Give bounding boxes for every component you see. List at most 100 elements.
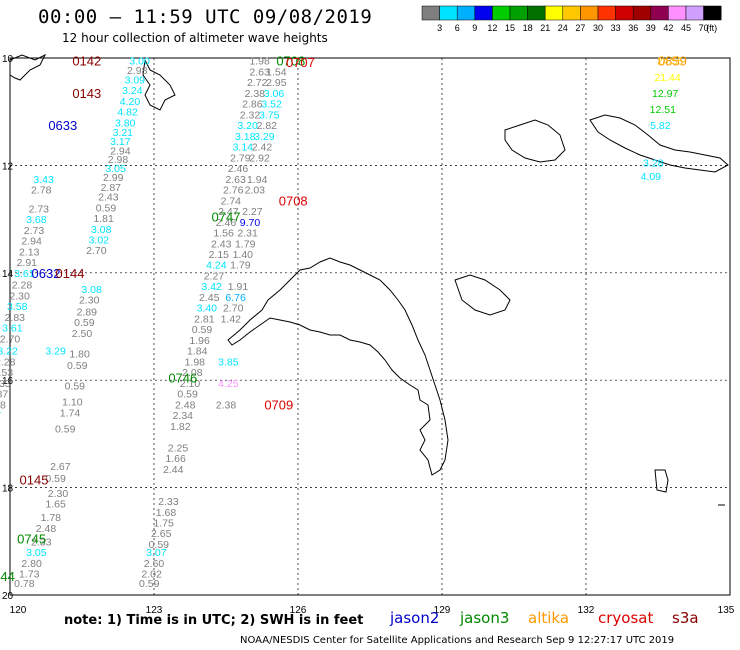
wave-height-value: 1.66 bbox=[165, 453, 186, 465]
pass-time-label: 0633 bbox=[48, 118, 77, 133]
x-tick-label: 135 bbox=[718, 605, 735, 616]
wave-height-value: 3.58 bbox=[7, 301, 28, 313]
wave-height-value: 2.46 bbox=[228, 163, 249, 175]
pass-time-label: 0145 bbox=[20, 473, 49, 488]
wave-height-value: 2.89 bbox=[77, 306, 98, 318]
color-swatch bbox=[509, 5, 528, 21]
x-tick-label: 123 bbox=[146, 605, 163, 616]
wave-height-value: 1.54 bbox=[266, 66, 287, 78]
wave-height-value: 3.29 bbox=[254, 131, 275, 143]
color-legend-label: 24 bbox=[558, 23, 568, 33]
wave-height-value: 3.18 bbox=[235, 131, 256, 143]
wave-height-value: 2.27 bbox=[242, 206, 263, 218]
wave-height-value: 4.20 bbox=[120, 96, 141, 108]
y-tick-label: 12 bbox=[2, 161, 14, 172]
color-swatch bbox=[527, 5, 546, 21]
satellite-legend-altika: altika bbox=[528, 609, 570, 627]
wave-height-value: 2.43 bbox=[98, 192, 119, 204]
wave-height-value: 2.99 bbox=[103, 172, 124, 184]
wave-height-value: 12.51 bbox=[650, 104, 676, 116]
wave-height-value: 2.63 bbox=[249, 66, 270, 78]
color-legend-label: 45 bbox=[681, 23, 691, 33]
wave-height-value: 5.82 bbox=[650, 120, 671, 132]
wave-height-value: 1.10 bbox=[62, 397, 83, 409]
wave-height-value: 4.24 bbox=[206, 260, 227, 272]
wave-height-value: 6.76 bbox=[225, 292, 246, 304]
wave-height-value: 1.80 bbox=[69, 348, 90, 360]
wave-height-value: 4.25 bbox=[218, 378, 239, 390]
wave-height-value: 1.40 bbox=[233, 249, 254, 261]
wave-height-value: 3.02 bbox=[89, 235, 110, 247]
wave-height-value: 3.05 bbox=[105, 163, 126, 175]
wave-height-value: 1.96 bbox=[189, 335, 210, 347]
wave-height-value: 21.44 bbox=[654, 72, 680, 84]
wave-height-value: 12.97 bbox=[652, 88, 678, 100]
pass-time-label: 0744 bbox=[0, 569, 15, 584]
wave-height-value: 3.85 bbox=[218, 356, 239, 368]
wave-height-value: 2.87 bbox=[0, 389, 8, 401]
wave-height-value: 2.92 bbox=[249, 152, 270, 164]
wave-height-value: 2.70 bbox=[86, 245, 107, 257]
wave-height-value: 9.70 bbox=[240, 217, 261, 229]
wave-height-value: 3.20 bbox=[237, 120, 258, 132]
wave-height-value: 2.44 bbox=[163, 464, 184, 476]
color-legend-label: 39 bbox=[646, 23, 656, 33]
color-swatch bbox=[562, 5, 581, 21]
wave-height-value: 1.84 bbox=[187, 346, 208, 358]
y-tick-label: 14 bbox=[2, 269, 14, 280]
wave-height-value: 2.33 bbox=[158, 496, 179, 508]
color-legend-unit: (ft) bbox=[706, 23, 717, 33]
pass-time-label: 0708 bbox=[279, 193, 308, 208]
wave-height-value: 2.30 bbox=[9, 290, 30, 302]
wave-height-value: 3.43 bbox=[33, 174, 54, 186]
wave-height-value: 1.68 bbox=[156, 507, 177, 519]
wave-height-value: 2.70 bbox=[223, 303, 244, 315]
wave-height-value: 2.30 bbox=[48, 488, 69, 500]
wave-height-value: 4.82 bbox=[117, 107, 138, 119]
pass-time-label: 0709 bbox=[264, 397, 293, 412]
pass-time-label: 0745 bbox=[17, 532, 46, 547]
wave-height-value: 0.78 bbox=[14, 578, 35, 590]
wave-height-value: 2.38 bbox=[245, 88, 266, 100]
wave-height-value: 2.72 bbox=[247, 77, 268, 89]
wave-height-value: 2.02 bbox=[141, 569, 162, 581]
color-legend-label: 70 bbox=[699, 23, 709, 33]
wave-height-value: 3.68 bbox=[26, 214, 47, 226]
pass-time-label: 0632 bbox=[32, 266, 61, 281]
color-swatch bbox=[703, 5, 722, 21]
wave-height-value: 2.81 bbox=[194, 313, 215, 325]
wave-height-value: 2.86 bbox=[242, 99, 263, 111]
color-legend-label: 33 bbox=[611, 23, 621, 33]
lat-lon-grid bbox=[9, 57, 731, 596]
y-tick-label: 16 bbox=[2, 376, 14, 387]
wave-height-value: 1.42 bbox=[221, 313, 242, 325]
color-legend: 3 6 9 12 15 18 21 24 27 30 33 36 39 42 45 70(ft) bbox=[421, 5, 722, 33]
wave-height-value: 2.76 bbox=[223, 185, 244, 197]
wave-height-value: 1.98 bbox=[185, 356, 206, 368]
wave-height-value: 2.73 bbox=[29, 203, 50, 215]
wave-height-value: 3.07 bbox=[0, 410, 1, 422]
color-swatch bbox=[492, 5, 511, 21]
x-tick-label: 126 bbox=[290, 605, 307, 616]
wave-height-value: 2.73 bbox=[24, 225, 45, 237]
wave-height-value: 2.63 bbox=[225, 174, 246, 186]
wave-height-value: 2.70 bbox=[0, 333, 20, 345]
wave-height-value: 2.47 bbox=[218, 206, 239, 218]
wave-height-value: 1.94 bbox=[247, 174, 268, 186]
wave-height-value: 1.98 bbox=[249, 56, 270, 68]
color-swatch bbox=[597, 5, 616, 21]
wave-height-value: 3.05 bbox=[26, 547, 47, 559]
wave-height-value: 2.87 bbox=[101, 182, 122, 194]
wave-height-value: 3.40 bbox=[197, 303, 218, 315]
wave-height-value: 3.75 bbox=[259, 109, 280, 121]
satellite-legend-jason2: jason2 bbox=[390, 609, 440, 627]
wave-height-value: 3.08 bbox=[91, 224, 112, 236]
color-swatch bbox=[650, 5, 669, 21]
wave-height-value: 3.14 bbox=[233, 142, 254, 154]
page-subtitle: 12 hour collection of altimeter wave hei… bbox=[62, 31, 328, 45]
wave-height-value: 2.46 bbox=[216, 217, 237, 229]
wave-height-value: 0.59 bbox=[192, 324, 213, 336]
wave-height-value: 2.42 bbox=[252, 142, 273, 154]
y-tick-label: 20 bbox=[2, 591, 14, 602]
